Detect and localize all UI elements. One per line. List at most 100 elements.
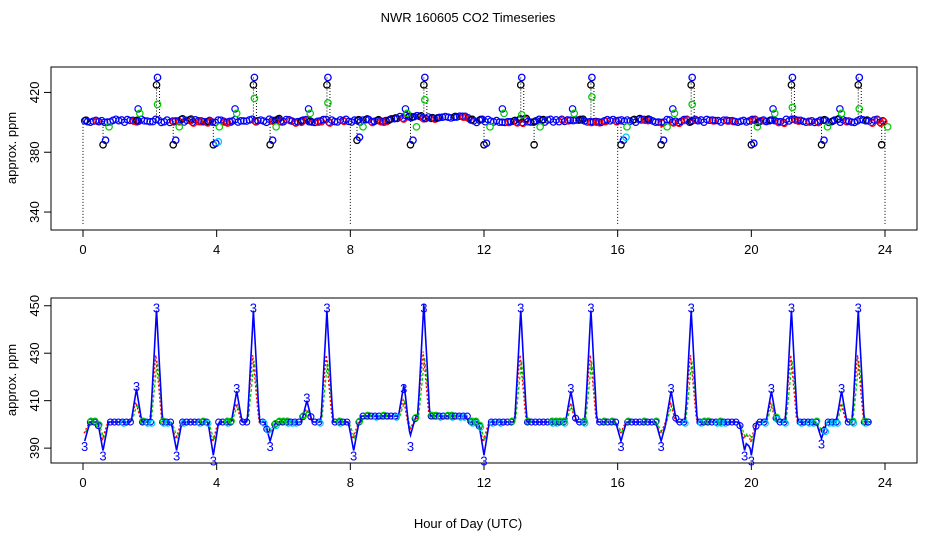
- top-shoulder-marker: [769, 105, 777, 113]
- top-shoulder-marker: [670, 109, 679, 118]
- top-spike-marker: [687, 81, 696, 89]
- bottom-blue-marker: [355, 418, 363, 426]
- top-spike-marker: [788, 73, 797, 82]
- bottom-peak-label: 3: [400, 381, 407, 396]
- top-dip-marker: [105, 123, 113, 131]
- bottom-cyan-marker: [260, 419, 268, 427]
- bottom-blue-marker: [531, 418, 540, 426]
- bottom-panel-axes: 0 4 8 12 16 20 24 390 410 430 450: [27, 295, 892, 490]
- bottom-blue-marker: [383, 412, 391, 420]
- bottom-peak-label: 3: [688, 300, 695, 315]
- bottom-blue-marker: [215, 418, 223, 426]
- top-dip-marker: [355, 133, 364, 142]
- bottom-blue-marker: [820, 426, 828, 434]
- top-shoulder-marker: [134, 105, 142, 113]
- bottom-blue-marker: [848, 418, 856, 426]
- top-dip-marker: [823, 123, 832, 131]
- top-x-tick-label: 0: [79, 242, 86, 257]
- bottom-blue-marker: [612, 418, 620, 426]
- top-blue-marker: [816, 116, 825, 125]
- bottom-blue-marker: [339, 418, 347, 426]
- bottom-blue-marker: [299, 413, 307, 421]
- top-x-tick-label: 16: [610, 242, 624, 257]
- bottom-blue-marker: [527, 418, 536, 426]
- top-spike-marker: [250, 94, 259, 103]
- bot-y-tick-label: 410: [27, 390, 42, 412]
- top-red-marker: [559, 116, 567, 125]
- bottom-blue-marker: [447, 412, 455, 420]
- bottom-green-marker: [227, 417, 235, 425]
- top-dip-marker: [214, 137, 223, 146]
- top-black-marker: [306, 117, 315, 125]
- top-spike-marker: [419, 81, 428, 89]
- bottom-blue-marker: [796, 418, 804, 426]
- bottom-blue-marker: [195, 418, 203, 426]
- bottom-green-marker: [849, 417, 857, 425]
- top-blue-marker: [418, 114, 427, 122]
- bottom-blue-marker: [203, 418, 211, 426]
- bottom-cyan-marker: [821, 427, 830, 436]
- top-shoulder-marker: [837, 109, 846, 118]
- bottom-trough-label: 3: [267, 439, 274, 454]
- bottom-blue-marker: [122, 418, 130, 426]
- bottom-blue-marker: [780, 418, 788, 426]
- top-blue-marker: [447, 114, 455, 122]
- bottom-blue-marker: [736, 422, 744, 430]
- bottom-blue-marker: [391, 412, 399, 420]
- top-blue-marker: [387, 114, 396, 123]
- bottom-blue-marker: [259, 418, 267, 426]
- top-dip-marker: [659, 136, 668, 145]
- bottom-blue-marker: [628, 418, 636, 426]
- top-x-tick-label: 8: [347, 242, 354, 257]
- top-dip-marker: [753, 123, 762, 131]
- top-blue-marker: [435, 113, 444, 122]
- bottom-green-marker: [275, 417, 284, 425]
- bottom-peak-label: 3: [855, 300, 862, 315]
- bot-x-tick-label: 24: [878, 475, 892, 490]
- bottom-cyan-marker: [264, 426, 272, 434]
- top-panel-marks: [80, 73, 892, 226]
- top-blue-marker: [140, 117, 149, 125]
- top-blue-marker: [572, 116, 580, 124]
- bottom-blue-marker: [596, 418, 604, 426]
- top-blue-marker: [523, 117, 532, 126]
- bottom-blue-marker: [427, 412, 435, 420]
- bottom-green-marker: [380, 411, 388, 419]
- top-blue-marker: [129, 116, 137, 125]
- bottom-green-marker: [87, 417, 95, 425]
- top-spike-marker: [153, 73, 162, 82]
- bottom-blue-marker: [411, 414, 419, 423]
- bot-x-tick-label: 8: [347, 475, 354, 490]
- bottom-blue-marker: [652, 418, 660, 426]
- bottom-cyan-marker: [781, 419, 789, 427]
- top-spike-marker: [855, 73, 864, 82]
- bottom-blue-marker: [864, 418, 872, 426]
- top-dip-marker: [883, 123, 892, 131]
- top-blue-marker: [430, 114, 438, 123]
- top-dip-marker: [412, 123, 421, 131]
- bottom-cyan-marker: [148, 419, 156, 427]
- bottom-peak-label: 3: [788, 300, 795, 315]
- bottom-green-marker: [640, 417, 648, 425]
- top-blue-marker: [504, 117, 512, 126]
- bottom-blue-marker: [167, 418, 175, 426]
- top-dip-marker: [663, 123, 671, 131]
- top-blue-marker: [194, 117, 203, 125]
- bottom-green-marker: [336, 417, 344, 425]
- bottom-blue-marker: [752, 422, 760, 430]
- bottom-green-marker: [705, 417, 713, 425]
- top-red-marker: [613, 117, 621, 126]
- top-shoulder-marker: [401, 105, 410, 113]
- top-spike-marker: [323, 81, 331, 89]
- bottom-trough-label: 3: [173, 449, 180, 464]
- bottom-peak-label: 3: [250, 300, 257, 315]
- top-blue-marker: [495, 118, 504, 126]
- bottom-cyan-marker: [681, 419, 689, 427]
- bot-x-tick-label: 0: [79, 475, 86, 490]
- bottom-blue-marker: [291, 418, 299, 426]
- top-red-marker: [601, 117, 610, 126]
- top-blue-marker: [748, 115, 756, 124]
- bottom-blue-marker: [471, 418, 479, 426]
- bottom-cyan-marker: [316, 419, 324, 427]
- bottom-blue-marker: [179, 418, 187, 426]
